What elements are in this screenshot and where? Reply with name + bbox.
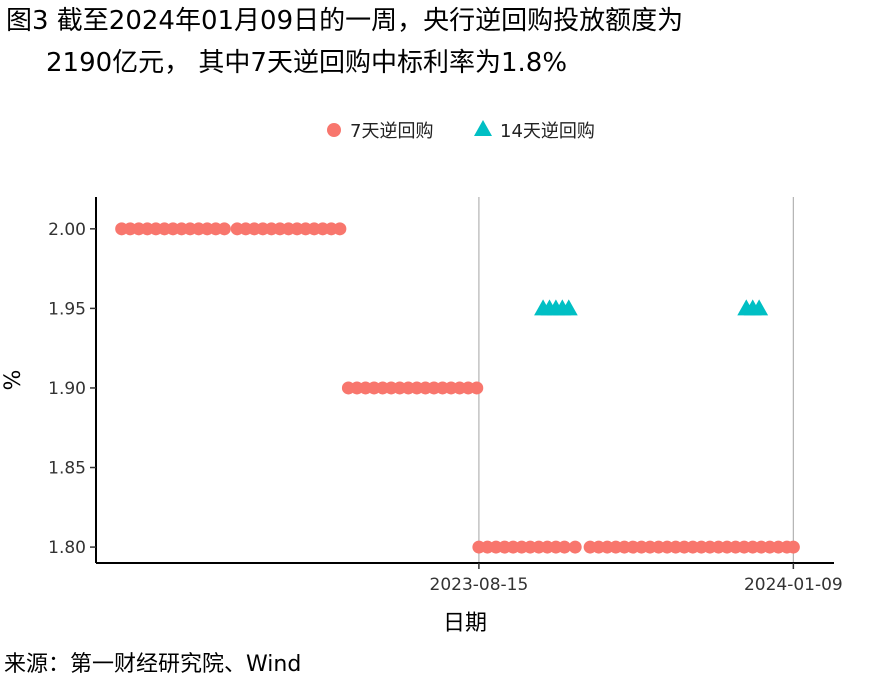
legend-marker-7day: [327, 123, 341, 137]
legend: 7天逆回购 14天逆回购: [327, 120, 595, 142]
x-tick-label: 2024-01-09: [744, 575, 843, 595]
point-7day: [217, 222, 231, 236]
y-tick-label: 1.80: [48, 538, 86, 558]
legend-label-7day: 7天逆回购: [350, 121, 433, 142]
chart-title-line-2: 2190亿元， 其中7天逆回购中标利率为1.8%: [46, 48, 568, 78]
x-tick-label: 2023-08-15: [430, 575, 529, 595]
point-7day: [557, 540, 571, 554]
chart-title-line-1: 图3 截至2024年01月09日的一周，央行逆回购投放额度为: [6, 6, 684, 36]
point-14day: [559, 299, 578, 316]
y-tick-label: 1.90: [48, 379, 86, 399]
legend-marker-14day: [474, 120, 492, 136]
source-note: 来源：第一财经研究院、Wind: [4, 652, 302, 677]
y-tick-label: 1.85: [48, 459, 86, 479]
x-axis-ticks: 2023-08-15 2024-01-09: [430, 563, 843, 595]
y-tick-label: 2.00: [48, 220, 86, 240]
y-tick-label: 1.95: [48, 299, 86, 319]
y-axis-ticks: 1.80 1.85 1.90 1.95 2.00: [48, 220, 96, 558]
point-7day: [568, 540, 582, 554]
point-7day: [786, 540, 800, 554]
y-axis-title: %: [1, 370, 26, 391]
point-7day: [470, 381, 484, 395]
point-14day: [750, 299, 769, 316]
legend-label-14day: 14天逆回购: [500, 121, 595, 142]
data-points: [115, 222, 800, 554]
point-7day: [333, 222, 347, 236]
x-axis-title: 日期: [443, 611, 487, 636]
vertical-grid-lines: [478, 197, 794, 563]
